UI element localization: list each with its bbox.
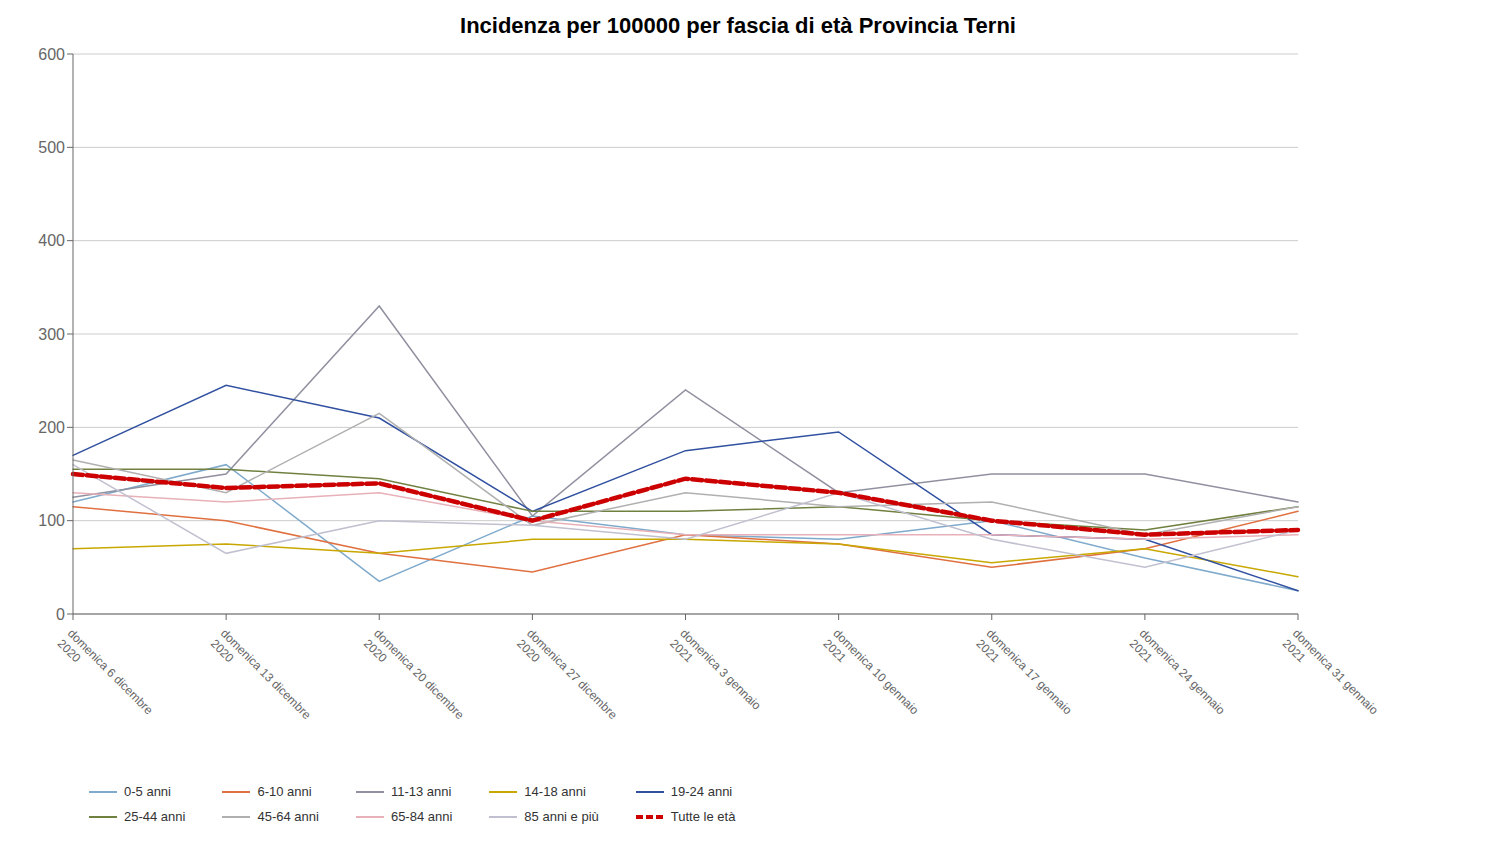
svg-text:0: 0	[56, 606, 65, 623]
html-text:11-13 anni: 11-13 anni	[390, 784, 452, 799]
svg-text:400: 400	[38, 232, 65, 249]
html-text:65-84 anni: 65-84 anni	[390, 809, 453, 824]
html-text:85 anni e più: 85 anni e più	[524, 809, 599, 824]
html-text:0-5 anni: 0-5 anni	[124, 784, 171, 799]
html-text:25-44 anni: 25-44 anni	[124, 809, 186, 824]
html-text:Incidenza per 100000 per fasci: Incidenza per 100000 per fascia di età P…	[460, 13, 1016, 38]
svg-text:domenica 20 dicembre2020: domenica 20 dicembre2020	[361, 626, 467, 732]
svg-text:domenica 3 gennaio2021: domenica 3 gennaio2021	[667, 626, 764, 723]
html-text:6-10 anni: 6-10 anni	[257, 784, 312, 799]
svg-text:300: 300	[38, 326, 65, 343]
svg-text:domenica 6 dicembre2020: domenica 6 dicembre2020	[55, 626, 156, 727]
svg-text:600: 600	[38, 46, 65, 63]
svg-text:100: 100	[38, 512, 65, 529]
svg-text:200: 200	[38, 419, 65, 436]
svg-text:domenica 10 gennaio2021: domenica 10 gennaio2021	[820, 626, 921, 727]
html-text:19-24 anni: 19-24 anni	[670, 784, 733, 799]
svg-text:domenica 27 dicembre2020: domenica 27 dicembre2020	[514, 626, 620, 732]
svg-text:domenica 13 dicembre2020: domenica 13 dicembre2020	[208, 626, 314, 732]
svg-text:domenica 31 gennaio2021: domenica 31 gennaio2021	[1280, 626, 1381, 727]
svg-text:domenica 24 gennaio2021: domenica 24 gennaio2021	[1127, 626, 1228, 727]
svg-text:500: 500	[38, 139, 65, 156]
html-text:45-64 anni: 45-64 anni	[257, 809, 319, 824]
svg-text:domenica 17 gennaio2021: domenica 17 gennaio2021	[973, 626, 1074, 727]
html-text:Tutte le età: Tutte le età	[670, 809, 736, 824]
html-text:14-18 anni: 14-18 anni	[524, 784, 586, 799]
